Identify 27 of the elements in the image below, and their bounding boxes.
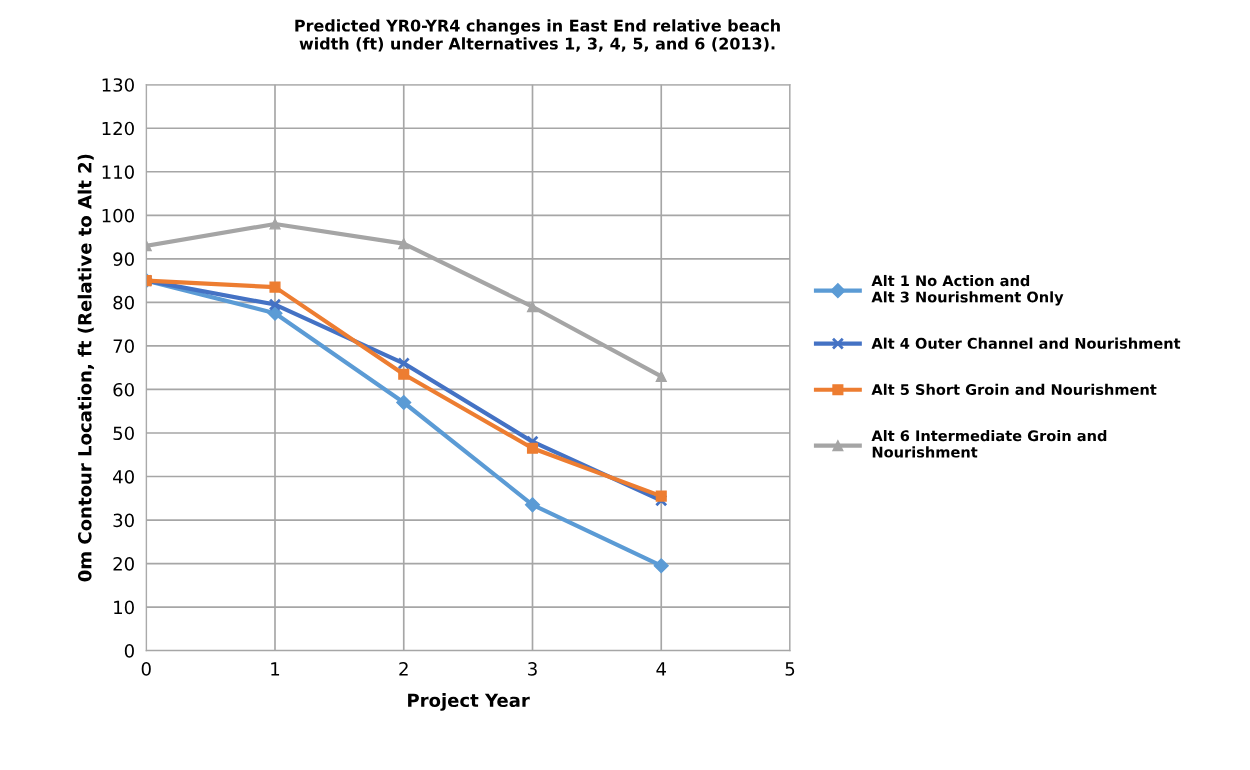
x-tick-label: 4 [656, 662, 666, 676]
x-tick-label: 5 [785, 662, 795, 676]
y-axis-title: 0m Contour Location, ft (Relative to Alt 2) [77, 154, 94, 582]
y-tick-label: 0 [124, 644, 134, 658]
y-tick-label: 60 [113, 382, 134, 397]
x-tick-label: 2 [399, 662, 408, 676]
y-tick-label: 50 [113, 426, 134, 441]
y-tick-label: 30 [113, 513, 134, 528]
chart-title: Predicted YR0-YR4 changes in East End relative beach width (ft) under Alternatives 1, 3, 4, 5, and 6 (2013). [295, 19, 780, 52]
y-tick-label: 10 [114, 600, 134, 615]
y-tick-label: 130 [102, 78, 134, 92]
legend-label: Alt 5 Short Groin and Nourishment [871, 383, 1157, 396]
y-tick-label: 110 [102, 165, 134, 179]
x-axis-title: Project Year [408, 693, 530, 711]
y-tick-label: 80 [113, 295, 134, 310]
y-tick-label: 40 [113, 469, 134, 484]
x-tick-label: 1 [271, 662, 280, 676]
legend-label: Alt 1 No Action and Alt 3 Nourishment Only [871, 274, 1064, 306]
y-tick-label: 100 [102, 208, 134, 223]
y-tick-label: 120 [102, 121, 134, 136]
legend-label: Alt 4 Outer Channel and Nourishment [871, 337, 1181, 349]
y-tick-label: 20 [113, 557, 134, 571]
x-tick-label: 3 [528, 662, 537, 676]
legend-label: Alt 6 Intermediate Groin and Nourishment [871, 429, 1107, 458]
y-tick-label: 90 [113, 252, 134, 266]
y-tick-label: 70 [113, 339, 134, 354]
x-tick-label: 0 [141, 662, 151, 676]
